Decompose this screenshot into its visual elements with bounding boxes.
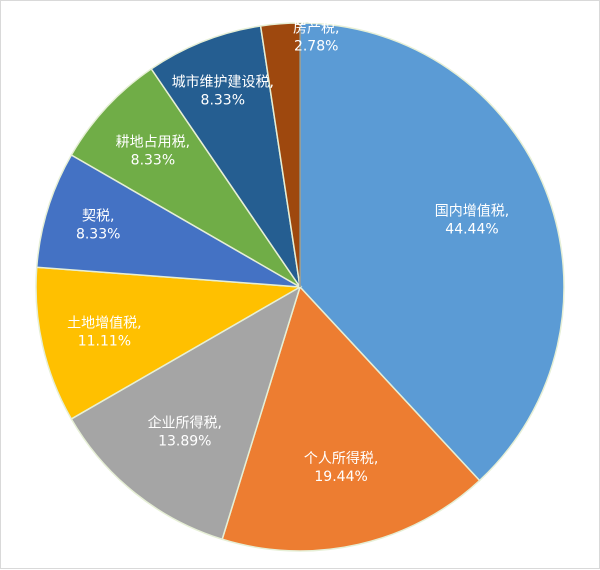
pie-slices <box>35 22 565 552</box>
data-label-5: 耕地占用税, 8.33% <box>116 134 190 169</box>
slice-4 <box>35 153 301 288</box>
data-label-1: 个人所得税, 19.44% <box>304 450 378 485</box>
pie-labels: 国内增值税, 44.44% 个人所得税, 19.44% 企业所得税, 13.89% 土地增值… <box>67 13 509 485</box>
data-label-2: 企业所得税, 13.89% <box>148 415 222 450</box>
slice-1 <box>221 285 481 552</box>
data-label-8: 0 <box>296 13 305 29</box>
data-label-3: 土地增值税, 11.11% <box>67 316 141 350</box>
data-label-7: 房产税, 2.78% <box>293 21 339 55</box>
slice-6 <box>150 25 301 288</box>
slice-0 <box>299 22 565 482</box>
slice-3 <box>35 266 303 420</box>
data-label-0: 国内增值税, 44.44% <box>435 204 509 238</box>
slice-5 <box>70 67 301 288</box>
data-label-4: 契税, 8.33% <box>76 209 120 243</box>
data-label-6: 城市维护建设税, 8.33% <box>172 73 274 108</box>
slice-2 <box>70 285 302 541</box>
